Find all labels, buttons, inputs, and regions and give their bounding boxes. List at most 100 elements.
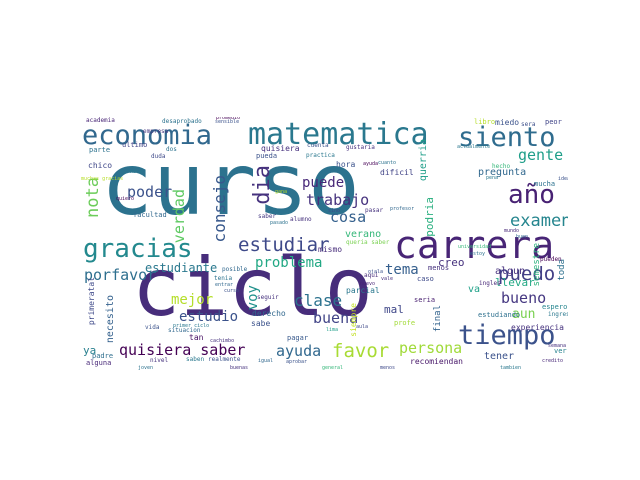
word-algun: algun [495,266,526,277]
word-va: va [468,284,481,295]
word-estoy: estoy [470,251,486,257]
word-buen: buen [516,234,529,240]
word-curso: curso [101,135,360,235]
word-padre: padre [92,352,114,360]
word-hecho: hecho [492,163,511,170]
word-muchas-gracias: muchas gracias [81,176,124,182]
word-tener: tener [484,351,515,362]
word-posible: posible [222,266,248,273]
word-creo: creo [438,256,465,269]
word-tenia: tenia [214,275,233,282]
word-cachimbo: cachimbo [210,338,235,344]
word-nota: nota [83,177,103,218]
word-sabe: sabe [251,319,271,328]
word-ver: ver [554,347,567,355]
word-promedio: promedio [216,117,241,121]
word-quisiera-saber: quisiera saber [119,341,246,359]
word-queria-saber: queria saber [346,239,390,246]
word-ya: ya [83,344,97,357]
word-sino: sino [328,208,341,214]
word-estudiante: estudiante [145,261,218,275]
word-estudio: estudio [179,309,239,325]
word-pasar: pasar [365,207,384,214]
word-experiencia: experiencia [511,323,564,332]
word-saben: saben [186,356,205,363]
word-gente: gente [518,146,564,164]
word-tambien: tambien [500,365,522,371]
word-verano: verano [345,229,382,240]
word-practica: practica [306,152,335,159]
word-semana: semana [548,343,567,349]
word-año: año [508,180,555,210]
word-parcial: parcial [346,286,380,295]
word-buenas: buenas [230,365,249,371]
word-situacion: situacion [168,327,201,334]
word-aula: aula [356,324,369,330]
word-miedo: miedo [495,118,520,127]
word-estudiar: estudiar [238,234,330,256]
word-chico: chico [88,161,113,170]
word-final: final [433,305,443,333]
word-economia: economia [82,120,213,151]
word-saber: saber [258,213,277,220]
word-facultad: facultad [133,211,167,219]
word-llevar: llevar [495,276,535,289]
word-profe: profe [394,319,416,327]
word-desaprobado: desaprobado [162,118,202,125]
word-buena: buena [313,309,359,327]
word-idea: idea [558,176,568,182]
word-consejo: consejo [210,175,229,243]
word-alguna: alguna [86,359,112,367]
word-credito: credito [542,358,564,364]
word-cuanto: cuanto [378,160,397,166]
word-academia: academia [86,117,115,124]
word-pasado: pasado [270,220,289,226]
word-actualmente: actualmente [457,144,491,150]
word-mejor: mejor [171,292,214,308]
word-puedo: puedo [498,263,556,285]
word-nuevo: nuevo [360,281,376,287]
word-clase: clase [294,291,343,310]
word-empresa: empresa [143,128,169,135]
word-alumno: alumno [290,216,312,223]
word-ingresar: ingresar [548,311,568,318]
word-recomiendan: recomiendan [410,357,463,366]
word-gustaria: gustaria [346,144,375,151]
word-ingles: ingles [479,280,501,287]
word-hora: hora [336,160,356,169]
word-dos: dos [166,146,177,153]
word-querria: querria [418,139,429,182]
word-realmente: realmente [208,356,241,363]
word-ultimo: ultimo [122,141,148,149]
word-problema: problema [255,255,323,271]
word-siempre: siempre [349,303,358,337]
word-puede: puede [302,175,345,191]
word-trabajo: trabajo [306,191,370,209]
word-nivel: nivel [150,357,169,364]
word-curso-small: curso [224,288,240,294]
word-entrar: entrar [215,282,234,288]
word-mucha: mucha [534,180,556,188]
word-mal: mal [384,303,404,316]
word-lima: lima [326,327,339,333]
word-derecho: derecho [252,309,286,318]
word-tan: tan [189,333,204,342]
word-primeratal: primeratal [87,277,96,326]
word-peor: peor [545,118,562,126]
word-poder: poder [127,183,173,201]
word-caso: caso [417,275,434,283]
word-ciclo: ciclo [132,241,373,334]
word-pregunta: pregunta [478,167,527,178]
word-parte: parte [89,146,111,154]
word-aun: aun [512,307,536,322]
word-profesor: profesor [390,206,415,212]
word-pagar: pagar [287,334,309,342]
word-siento: siento [458,122,556,153]
word-vale: vale [381,276,394,282]
word-podria: podria [423,197,436,237]
word-libro: libro [474,118,496,126]
word-dia: dia [250,165,275,205]
word-tema: tema [385,262,419,278]
word-general: general [322,365,344,371]
